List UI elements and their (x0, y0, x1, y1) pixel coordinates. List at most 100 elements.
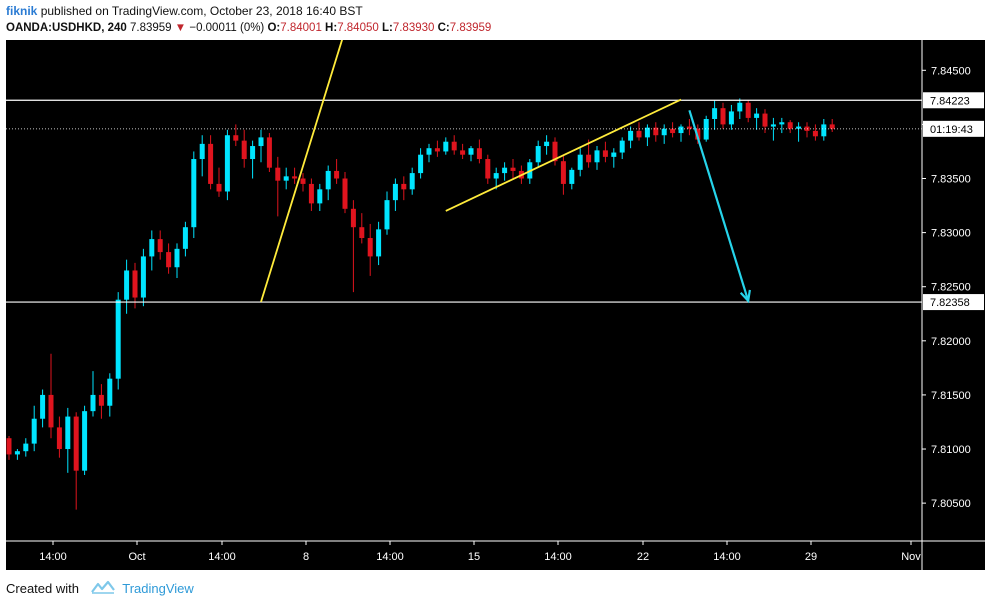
candle-body (745, 102, 751, 118)
time-tick-label: 14:00 (544, 551, 572, 563)
candle-body (292, 176, 298, 179)
candle-body (300, 178, 306, 184)
time-tick-label: 29 (805, 551, 817, 563)
candle-body (241, 140, 247, 160)
candle-body (31, 418, 37, 444)
candle-body (157, 239, 163, 253)
candle-body (334, 170, 340, 179)
candle-body (65, 416, 71, 450)
candle-body (73, 416, 79, 471)
candles-layer (6, 98, 835, 510)
candle-body (451, 141, 457, 151)
candle-body (6, 438, 12, 455)
candle-body (409, 173, 415, 190)
last-price: 7.83959 (129, 22, 172, 34)
published-text: published on TradingView.com, October 23… (40, 4, 363, 18)
ohlc-legend: OANDA:USDHKD, 240 7.83959 ▼ −0.00011 (0%… (6, 20, 986, 36)
price-tick-label: 7.83500 (931, 174, 971, 186)
price-marker (923, 92, 984, 109)
symbol-label: OANDA:USDHKD, 240 (6, 22, 127, 34)
candle-body (821, 124, 827, 137)
candle-body (266, 137, 272, 168)
candle-body (560, 161, 566, 184)
candle-body (132, 270, 138, 298)
time-tick-label: 14:00 (713, 551, 741, 563)
candle-body (510, 167, 516, 171)
candle-body (174, 248, 180, 268)
candle-body (829, 124, 835, 129)
candle-body (653, 127, 659, 136)
price-tick-label: 7.81000 (931, 444, 971, 456)
candle-body (107, 378, 113, 406)
candle-body (728, 111, 734, 125)
author-link[interactable]: fiknik (6, 4, 38, 18)
price-tick-label: 7.83000 (931, 228, 971, 240)
candle-body (770, 124, 776, 127)
chart-background (6, 40, 985, 570)
open-label: O: (267, 22, 281, 34)
candle-body (628, 130, 634, 141)
candle-body (670, 128, 676, 134)
price-marker-label: 7.84223 (930, 95, 970, 107)
time-tick-label: 15 (468, 551, 480, 563)
time-axis[interactable]: 14:00 Oct 14:00 8 14:00 15 14:00 22 14:00 29 Nov (6, 540, 985, 563)
candle-body (392, 183, 398, 201)
candle-body (812, 130, 818, 137)
price-tick-label: 7.82500 (931, 282, 971, 294)
candle-body (40, 394, 46, 419)
candle-body (208, 143, 214, 184)
trendline[interactable] (260, 2, 355, 303)
candle-body (342, 178, 348, 209)
candle-body (468, 148, 474, 155)
candle-body (460, 150, 466, 155)
candle-body (376, 229, 382, 257)
candle-body (283, 176, 289, 181)
candle-body (325, 170, 331, 190)
candle-body (56, 427, 62, 450)
chart-container[interactable]: 7.845007.840007.835007.830007.825007.820… (6, 2, 985, 570)
price-axis[interactable]: 7.845007.840007.835007.830007.825007.820… (921, 40, 984, 570)
candle-body (476, 148, 482, 160)
candle-body (115, 299, 121, 379)
candle-body (586, 154, 592, 163)
candle-body (258, 137, 264, 147)
chart-header: fiknik published on TradingView.com, Oct… (6, 3, 986, 36)
candle-body (82, 411, 88, 471)
close-label: C: (437, 22, 450, 34)
candle-body (644, 127, 650, 138)
candlestick-chart[interactable]: 7.845007.840007.835007.830007.825007.820… (6, 2, 985, 570)
price-marker-label: 7.82358 (930, 297, 970, 309)
candle-body (602, 150, 608, 157)
candle-body (661, 128, 667, 136)
projection-arrow-line[interactable] (688, 110, 750, 302)
candle-body (166, 252, 172, 268)
candle-body (149, 239, 155, 257)
candle-body (712, 108, 718, 119)
price-marker (923, 294, 984, 311)
tradingview-logo-icon[interactable] (90, 579, 115, 601)
trendline[interactable] (445, 98, 682, 212)
high-value: 7.84050 (337, 22, 379, 34)
candle-body (703, 118, 709, 140)
open-value: 7.84001 (280, 22, 322, 34)
candle-body (14, 451, 20, 455)
tradingview-link[interactable]: TradingView (122, 581, 194, 596)
candle-body (762, 113, 768, 127)
time-tick-label: 14:00 (376, 551, 404, 563)
candle-body (401, 183, 407, 190)
candle-body (418, 154, 424, 174)
low-label: L: (381, 22, 393, 34)
time-tick-label: 22 (637, 551, 649, 563)
candle-body (317, 189, 323, 204)
time-tick-label: Nov (901, 551, 921, 563)
candle-body (544, 141, 550, 147)
candle-body (434, 148, 440, 152)
low-value: 7.83930 (392, 22, 435, 34)
price-tick-label: 7.84500 (931, 65, 971, 77)
candle-body (90, 394, 96, 412)
candle-body (426, 148, 432, 155)
candle-body (569, 169, 575, 184)
time-tick-label: 8 (303, 551, 309, 563)
candle-body (611, 152, 617, 157)
candle-body (275, 167, 281, 181)
